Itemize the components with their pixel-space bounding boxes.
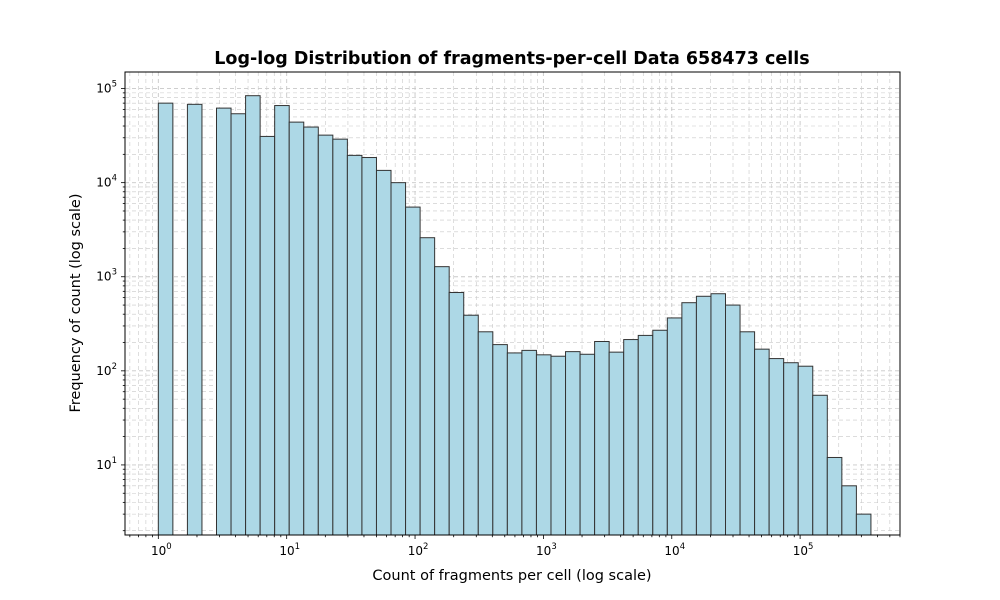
histogram-bar bbox=[535, 354, 552, 536]
histogram-bar bbox=[695, 295, 712, 536]
histogram-bar bbox=[841, 485, 857, 536]
histogram-bar bbox=[477, 331, 494, 536]
histogram-bar bbox=[405, 206, 421, 536]
histogram-bar bbox=[288, 121, 305, 536]
plot-frame bbox=[124, 71, 901, 536]
histogram-bar bbox=[652, 329, 668, 536]
histogram-bar bbox=[681, 302, 697, 536]
histogram-bar bbox=[419, 237, 436, 536]
y-tick-label: 104 bbox=[96, 174, 117, 190]
histogram-bar bbox=[768, 358, 785, 536]
histogram-bar bbox=[754, 348, 770, 536]
histogram-bar bbox=[623, 339, 639, 536]
histogram-bar bbox=[492, 344, 508, 536]
y-tick-label: 102 bbox=[96, 362, 117, 378]
x-tick-label: 101 bbox=[279, 542, 300, 558]
histogram-bar bbox=[259, 135, 276, 536]
histogram-bar bbox=[579, 353, 596, 536]
x-axis-label: Count of fragments per cell (log scale) bbox=[372, 568, 651, 584]
y-axis-label: Frequency of count (log scale) bbox=[68, 193, 84, 412]
x-tick-label: 105 bbox=[793, 542, 814, 558]
histogram-bar bbox=[361, 157, 377, 536]
histogram-bar bbox=[274, 105, 290, 536]
y-tick-label: 103 bbox=[96, 268, 117, 284]
histogram-bar bbox=[637, 334, 654, 536]
histogram-bar bbox=[157, 102, 174, 536]
histogram-bar bbox=[812, 394, 828, 536]
histogram-bar bbox=[215, 107, 232, 536]
histogram-bar bbox=[594, 341, 610, 536]
histogram-bar bbox=[390, 182, 407, 536]
x-tick-label: 102 bbox=[408, 542, 429, 558]
histogram-bar bbox=[303, 126, 319, 536]
histogram-bar bbox=[463, 314, 479, 536]
histogram-bar bbox=[230, 113, 247, 536]
histogram-bar bbox=[739, 331, 756, 536]
histogram-bar bbox=[725, 304, 741, 536]
y-axis: 101 102 103 104 105 bbox=[96, 80, 125, 532]
histogram-bar bbox=[710, 293, 727, 536]
histogram-bar bbox=[332, 138, 348, 536]
histogram-bar bbox=[550, 355, 567, 536]
histogram-bar bbox=[666, 317, 683, 536]
histogram-bar bbox=[855, 513, 872, 536]
histogram-bar bbox=[434, 266, 450, 536]
x-tick-label: 100 bbox=[151, 542, 172, 558]
histogram-bar bbox=[608, 351, 625, 536]
histogram-bar bbox=[521, 349, 537, 536]
chart-title: Log-log Distribution of fragments-per-ce… bbox=[214, 49, 809, 69]
histogram-bar bbox=[797, 365, 814, 536]
histogram-bar bbox=[448, 292, 465, 536]
histogram-bar bbox=[506, 352, 523, 536]
histogram-bar bbox=[346, 154, 363, 536]
histogram-bar bbox=[826, 456, 843, 536]
y-tick-label: 101 bbox=[96, 456, 117, 472]
x-tick-label: 104 bbox=[664, 542, 685, 558]
histogram-bar bbox=[186, 103, 203, 536]
y-tick-label: 105 bbox=[96, 80, 117, 96]
histogram-bar bbox=[565, 351, 581, 536]
histogram-bar bbox=[375, 169, 392, 536]
x-tick-label: 103 bbox=[536, 542, 557, 558]
x-axis: 100 101 102 103 104 105 bbox=[129, 535, 901, 558]
histogram-bar bbox=[317, 134, 334, 536]
histogram-bar bbox=[245, 95, 261, 536]
histogram-bar bbox=[783, 362, 799, 536]
